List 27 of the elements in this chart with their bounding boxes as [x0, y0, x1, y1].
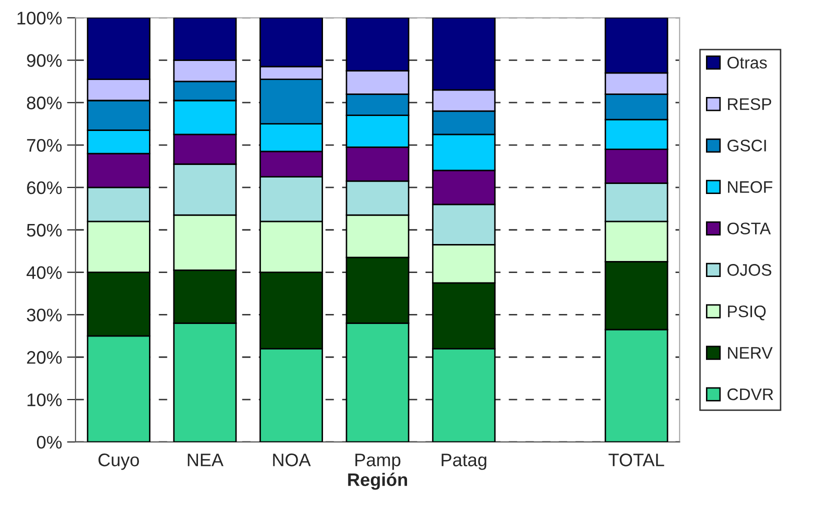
x-tick-label: TOTAL [608, 454, 664, 466]
x-tick-label: Pamp [355, 454, 400, 470]
legend-label: PSIQ [728, 306, 766, 320]
x-tick-label: NOA [273, 454, 311, 466]
legend-label: CDVR [728, 388, 774, 400]
legend-label: GSCI [728, 140, 766, 152]
y-tick-label: 30% [26, 308, 62, 322]
x-tick-label: Patag [442, 454, 486, 470]
y-tick-label: 40% [26, 266, 62, 280]
y-tick-label: 70% [27, 138, 62, 152]
y-tick-label: 0% [36, 436, 62, 449]
y-tick-label: 60% [27, 181, 62, 194]
y-tick-label: 90% [27, 54, 62, 67]
legend-label: OJOS [727, 264, 772, 276]
legend-label: NEOF [728, 181, 772, 193]
y-tick-label: 100% [18, 12, 62, 24]
legend-label: OSTA [727, 222, 771, 234]
y-tick-label: 20% [27, 351, 62, 364]
x-tick-label: NEA [188, 454, 224, 466]
y-tick-label: 50% [26, 224, 62, 237]
y-tick-label: 80% [26, 96, 62, 110]
x-tick-label: Cuyo [98, 454, 139, 470]
y-tick-label: 10% [28, 393, 62, 406]
legend-label: NERV [728, 347, 773, 359]
legend-label: RESP [728, 98, 772, 110]
x-axis-title: Región [348, 472, 408, 490]
legend-label: Otras [727, 56, 767, 69]
